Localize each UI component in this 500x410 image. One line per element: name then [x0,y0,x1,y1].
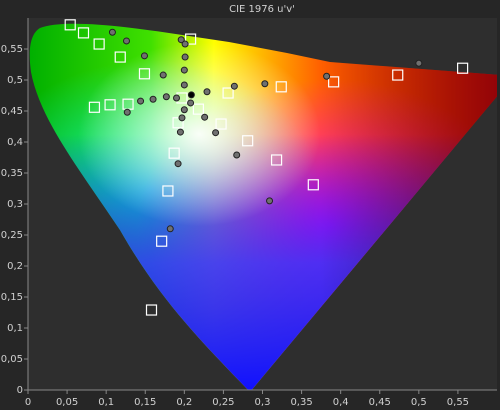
measured-point [177,36,185,44]
x-tick-label: 0,55 [447,397,469,408]
measured-point [230,82,238,90]
measured-point [203,88,211,96]
measured-point [108,28,116,36]
target-point [77,27,90,39]
x-tick-label: 0,35 [290,397,312,408]
x-tick-label: 0,5 [411,397,427,408]
target-point [104,99,116,111]
y-tick-label: 0,3 [7,199,23,210]
x-tick-label: 0,2 [176,397,192,408]
y-tick-label: 0,1 [7,323,23,334]
target-point [215,118,227,130]
measured-point [166,225,174,233]
measured-point [162,93,170,101]
target-point [168,147,180,159]
target-point [275,81,287,93]
measured-point [140,52,148,60]
target-point [93,38,105,50]
x-tick-label: 0,45 [369,397,391,408]
measured-point [323,72,331,80]
target-point [172,117,184,129]
target-point [114,51,126,63]
target-point [242,135,254,147]
y-tick-label: 0,05 [1,354,23,365]
measured-point [261,80,269,88]
x-tick-label: 0 [25,397,31,408]
target-point [184,33,197,45]
chart-title: CIE 1976 u'v' [229,4,295,15]
target-point [392,69,404,81]
measured-point [122,37,130,45]
measured-point [187,99,195,107]
measured-point [174,160,182,168]
x-tick-label: 0,1 [98,397,114,408]
target-point [222,87,234,99]
y-tick-label: 0,5 [7,75,23,86]
target-point [270,154,283,166]
target-point [64,19,76,31]
measured-point [181,40,189,48]
target-point [88,101,101,113]
measured-point [180,106,188,114]
measured-point [180,66,188,74]
y-tick-label: 0,25 [1,230,23,241]
measured-point [180,81,188,89]
measured-point [233,151,241,159]
y-tick-label: 0,15 [1,292,23,303]
measured-point [137,97,145,105]
measured-point [176,128,184,136]
measured-point [173,94,181,102]
target-point [457,62,469,74]
y-tick-label: 0,2 [7,261,23,272]
target-point [328,76,340,88]
y-tick-label: 0,4 [7,137,23,148]
x-tick-label: 0,15 [134,397,156,408]
measured-point [415,59,423,67]
y-tick-label: 0 [17,385,23,396]
y-tick-label: 0,55 [1,44,23,55]
y-tick-label: 0,45 [1,106,23,117]
y-tick-label: 0,35 [1,168,23,179]
measured-point [266,197,274,205]
target-point [162,185,174,197]
measured-point [159,71,167,79]
target-point [145,304,158,316]
measured-point [123,108,131,116]
x-tick-label: 0,3 [255,397,271,408]
measured-point [201,113,209,121]
measured-point [187,91,195,99]
measured-point [212,129,220,137]
target-point [138,68,151,80]
measured-point [149,95,157,103]
x-tick-label: 0,25 [212,397,234,408]
gamut-locus [29,23,497,390]
target-point [307,179,319,191]
target-point [192,103,205,115]
x-tick-label: 0,4 [333,397,349,408]
x-tick-label: 0,05 [56,397,78,408]
measured-point [178,114,186,122]
measured-point [181,53,189,61]
target-point [156,235,168,247]
